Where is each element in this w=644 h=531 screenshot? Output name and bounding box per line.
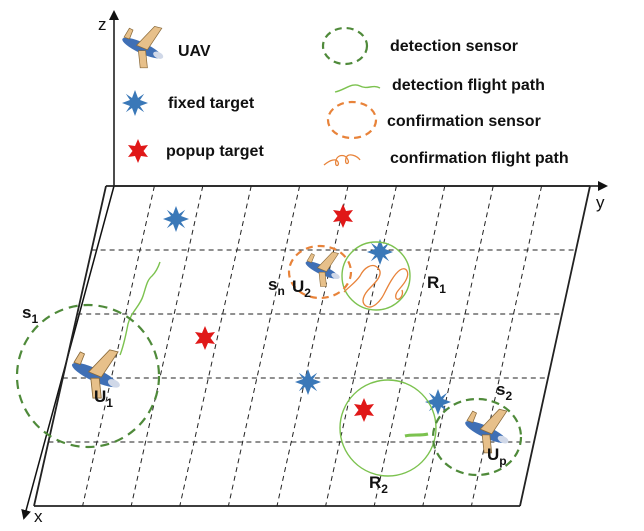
label-sn: sn <box>268 275 285 298</box>
label-up: Up <box>487 445 507 468</box>
grid-line <box>422 185 494 507</box>
detection-flight-path <box>119 261 161 356</box>
popup-target <box>195 326 215 350</box>
legend-confirmation-flight-path-icon <box>323 154 361 167</box>
label-s1: s1 <box>22 303 38 326</box>
legend-detection-sensor-icon <box>321 26 369 66</box>
confirmation-flight-path <box>343 264 409 308</box>
detection-flight-path-up <box>404 432 429 438</box>
grid-border <box>33 185 107 507</box>
legend: UAV fixed target popup target detection … <box>119 25 569 167</box>
ground-grid <box>33 185 591 507</box>
grid-border <box>519 185 591 507</box>
legend-detection-flight-path-label: detection flight path <box>392 77 545 94</box>
legend-popup-target-icon <box>128 139 148 163</box>
legend-detection-sensor-label: detection sensor <box>390 38 518 55</box>
label-r2: R2 <box>369 473 388 496</box>
diagram-labels: s1 U1 sn U2 R1 R2 s2 Up <box>22 273 512 496</box>
popup-targets <box>195 204 374 422</box>
grid-line <box>82 185 155 507</box>
legend-uav-icon <box>119 25 165 69</box>
legend-popup-target-label: popup target <box>166 143 264 160</box>
popup-target <box>354 398 374 422</box>
uav-u2-icon <box>303 251 342 287</box>
fixed-target <box>295 369 321 395</box>
grid-line <box>179 185 252 507</box>
legend-confirmation-flight-path-label: confirmation flight path <box>390 150 569 167</box>
grid-line <box>227 185 301 507</box>
grid-line <box>470 185 543 507</box>
legend-detection-flight-path-icon <box>334 84 381 93</box>
legend-fixed-target-icon <box>122 90 148 116</box>
label-r1: R1 <box>427 273 446 296</box>
fixed-target <box>163 206 189 232</box>
grid-line <box>276 185 349 507</box>
detection-sensor-s2 <box>431 397 523 477</box>
confirmation-sensor-u2 <box>287 244 353 300</box>
legend-confirmation-sensor-label: confirmation sensor <box>387 113 541 130</box>
label-s2: s2 <box>496 380 512 403</box>
label-u2: U2 <box>292 277 311 300</box>
legend-uav-label: UAV <box>178 43 211 60</box>
region-r1 <box>341 241 411 311</box>
label-u1: U1 <box>94 387 113 410</box>
popup-target <box>333 204 353 228</box>
grid-line <box>130 185 204 507</box>
y-axis-label: y <box>596 193 605 212</box>
z-axis-label: z <box>98 15 107 34</box>
legend-fixed-target-label: fixed target <box>168 95 255 112</box>
detection-sensor-s1 <box>15 303 161 449</box>
legend-confirmation-sensor-icon <box>326 100 378 140</box>
x-axis-label: x <box>34 507 43 526</box>
region-r2 <box>339 379 437 477</box>
grid-line <box>373 185 446 507</box>
grid-line <box>325 185 397 507</box>
